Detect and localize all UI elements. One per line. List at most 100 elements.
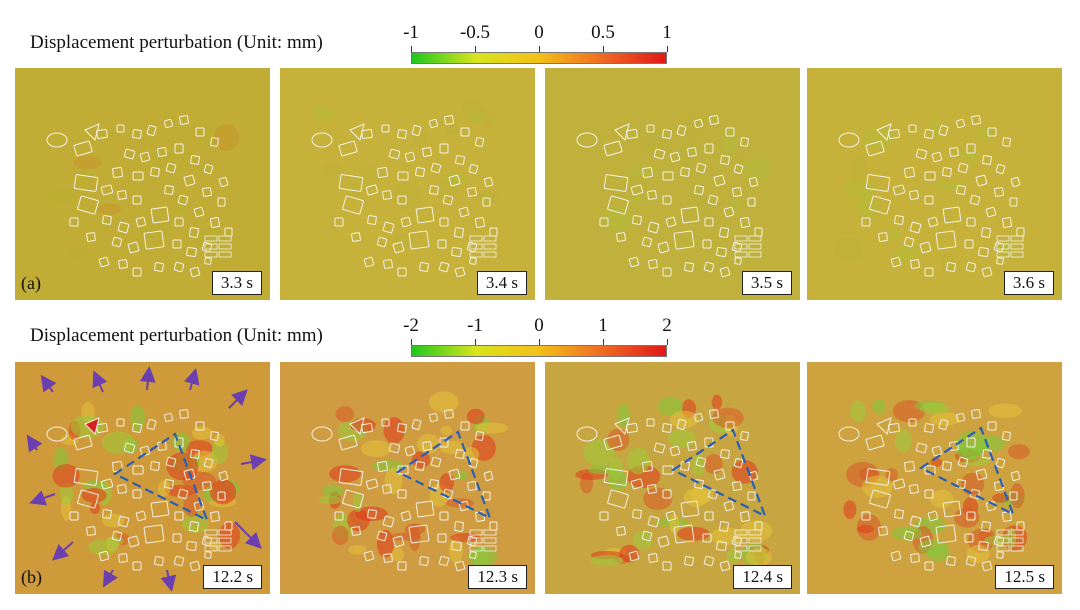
building-outline: [98, 256, 110, 268]
building-outline: [935, 230, 957, 250]
building-outline: [202, 187, 212, 197]
perturbation-blob: [684, 116, 702, 140]
building-outline: [400, 510, 412, 522]
building-outline: [965, 261, 977, 273]
building-outline: [132, 129, 142, 139]
colorbar-tick: [538, 46, 540, 52]
displacement-field: [807, 68, 1062, 300]
colorbar-tick-label: 1: [598, 315, 608, 336]
building-outline: [342, 489, 364, 509]
panel-a-2: 3.4 s: [280, 68, 535, 300]
building-outline: [616, 232, 626, 242]
building-outline: [203, 457, 214, 469]
colorbar-tick-label: -2: [403, 315, 419, 336]
building-outline: [908, 124, 917, 133]
colorbar-tick-label: -1: [467, 315, 483, 336]
building-outline: [444, 115, 454, 125]
building-outline: [428, 412, 439, 423]
building-outline: [483, 545, 497, 552]
perturbation-blob: [439, 440, 466, 454]
building-outline: [150, 206, 170, 224]
building-outline: [351, 526, 361, 536]
perturbation-blob: [475, 422, 508, 434]
building-outline: [971, 409, 981, 419]
building-outline: [981, 266, 993, 278]
building-outline: [909, 190, 919, 200]
perturbation-blob: [391, 547, 404, 562]
building-outline: [483, 176, 494, 188]
building-outline: [657, 535, 670, 548]
building-outline: [924, 129, 934, 139]
building-outline: [174, 143, 184, 154]
building-outline: [607, 195, 629, 215]
building-outline: [676, 124, 687, 137]
building-outline: [334, 511, 344, 521]
perturbation-blob: [442, 172, 468, 188]
building-outline: [135, 216, 147, 228]
building-outline: [437, 533, 447, 543]
perturbation-blob: [318, 495, 342, 505]
building-outline: [69, 217, 79, 227]
building-outline: [865, 434, 885, 451]
perturbation-blob: [65, 247, 87, 259]
building-outline: [707, 194, 719, 206]
panel-a-3: 3.5 s: [545, 68, 800, 300]
perturbation-blob: [73, 155, 102, 170]
building-outline: [599, 511, 609, 521]
building-outline: [349, 417, 365, 435]
building-outline: [204, 537, 218, 544]
building-outline: [190, 155, 200, 165]
building-outline: [748, 470, 759, 482]
building-outline: [482, 491, 491, 501]
building-outline: [439, 217, 449, 227]
perturbation-blob: [384, 467, 403, 495]
building-outline: [117, 515, 130, 528]
building-outline: [662, 489, 672, 499]
building-outline: [978, 541, 989, 551]
building-outline: [186, 541, 197, 551]
building-outline: [438, 261, 450, 273]
perturbation-blob: [857, 524, 874, 534]
perturbation-blob: [729, 199, 742, 213]
building-outline: [996, 251, 1010, 258]
building-outline: [981, 227, 991, 238]
building-outline: [210, 431, 219, 441]
building-outline: [927, 510, 939, 522]
building-outline: [669, 445, 681, 457]
building-outline: [73, 140, 93, 157]
perturbation-blob: [361, 440, 392, 458]
building-outline: [392, 535, 405, 548]
building-outline: [193, 206, 205, 218]
building-outline: [96, 128, 108, 140]
time-label: 3.3 s: [211, 271, 262, 295]
building-outline: [964, 239, 974, 249]
perturbation-blob: [977, 435, 1006, 452]
perturbation-blob: [675, 143, 705, 156]
building-outline: [397, 489, 407, 499]
perturbation-blob: [842, 180, 876, 197]
building-outline: [483, 529, 497, 536]
building-outline: [662, 129, 672, 139]
building-outline: [971, 115, 981, 125]
wave-arrow: [139, 366, 156, 391]
building-outline: [981, 560, 993, 572]
perturbation-blob: [714, 152, 742, 166]
building-outline: [946, 262, 956, 272]
wave-arrow: [184, 368, 200, 391]
building-outline: [703, 261, 715, 273]
building-outline: [949, 441, 959, 451]
building-outline: [680, 167, 690, 177]
perturbation-blob: [59, 482, 74, 506]
building-outline: [641, 236, 653, 248]
building-outline: [713, 174, 726, 187]
building-outline: [382, 515, 395, 528]
building-outline: [342, 195, 364, 215]
building-outline: [993, 241, 1005, 253]
building-outline: [127, 241, 140, 254]
building-outline: [458, 500, 470, 512]
perturbation-blob: [668, 429, 696, 449]
building-outline: [704, 217, 714, 227]
building-outline: [946, 556, 956, 566]
building-outline: [132, 561, 142, 571]
perturbation-blob: [726, 548, 741, 564]
